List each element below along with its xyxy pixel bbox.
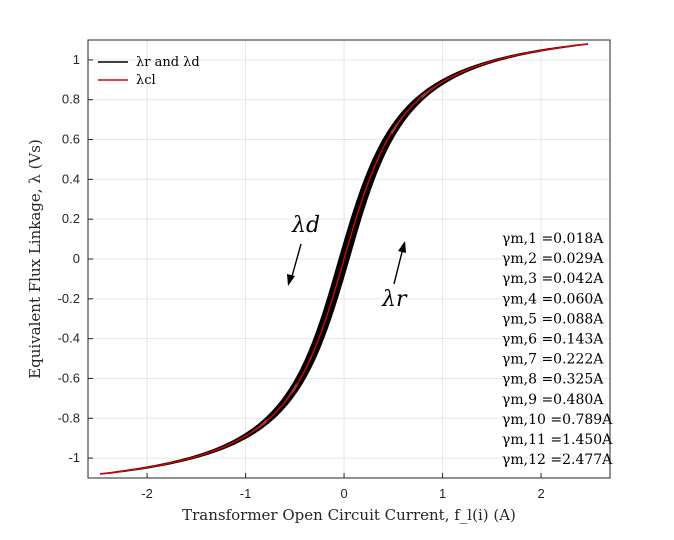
gamma-label: γm,3 =0.042A (502, 271, 604, 287)
legend-label-loops: λr and λd (136, 55, 200, 70)
y-tick-label: 0.8 (62, 92, 80, 107)
y-tick-label: 0 (73, 251, 80, 266)
y-tick-label: -0.4 (58, 331, 80, 346)
lambda-d-arrowhead (287, 274, 295, 286)
center-line (100, 43, 589, 475)
gamma-label: γm,9 =0.480A (502, 392, 604, 408)
y-tick-label: -0.2 (58, 291, 80, 306)
gamma-annotations: γm,1 =0.018A γm,2 =0.029A γm,3 =0.042A γm,4… (502, 231, 613, 468)
grid (88, 40, 610, 478)
x-tick-label: 1 (439, 486, 446, 501)
y-tick-label: 0.6 (62, 132, 80, 147)
legend-label-center: λcl (136, 73, 156, 88)
lambda-r-arrowhead (398, 241, 406, 253)
x-axis-label: Transformer Open Circuit Current, f_l(i)… (182, 506, 516, 524)
gamma-label: γm,6 =0.143A (502, 332, 604, 348)
gamma-label: γm,10 =0.789A (502, 412, 613, 428)
lambda-r-label: λr (381, 287, 408, 312)
y-tick-label: 1 (73, 52, 80, 67)
lambda-r-annotation: λr (381, 241, 408, 312)
x-tick-label: -2 (141, 486, 153, 501)
gamma-label: γm,8 =0.325A (502, 372, 604, 388)
gamma-label: γm,1 =0.018A (502, 231, 604, 247)
y-axis-label: Equivalent Flux Linkage, λ (Vs) (26, 139, 44, 379)
ticks: -2 -1 0 1 2 -1 -0.8 -0.6 -0.4 -0.2 0 0.2 0.4 0.6 0.8 1 (58, 52, 545, 501)
gamma-label: γm,12 =2.477A (502, 452, 613, 468)
gamma-label: γm,5 =0.088A (502, 311, 604, 327)
gamma-label: γm,2 =0.029A (502, 251, 604, 267)
y-tick-label: -0.8 (58, 410, 80, 425)
legend: λr and λd λcl (98, 55, 200, 88)
y-tick-label: -0.6 (58, 370, 80, 385)
lambda-d-label: λd (291, 213, 320, 238)
lambda-d-arrow (290, 243, 302, 281)
y-tick-label: -1 (68, 450, 80, 465)
lambda-d-annotation: λd (287, 213, 320, 286)
gamma-label: γm,7 =0.222A (502, 352, 604, 368)
x-tick-label: 2 (537, 486, 544, 501)
curves (100, 43, 589, 475)
x-tick-label: 0 (340, 486, 347, 501)
y-tick-label: 0.2 (62, 211, 80, 226)
x-tick-label: -1 (240, 486, 252, 501)
y-tick-label: 0.4 (62, 171, 80, 186)
gamma-label: γm,4 =0.060A (502, 291, 604, 307)
gamma-label: γm,11 =1.450A (502, 432, 613, 448)
lambda-r-arrow (393, 247, 404, 285)
